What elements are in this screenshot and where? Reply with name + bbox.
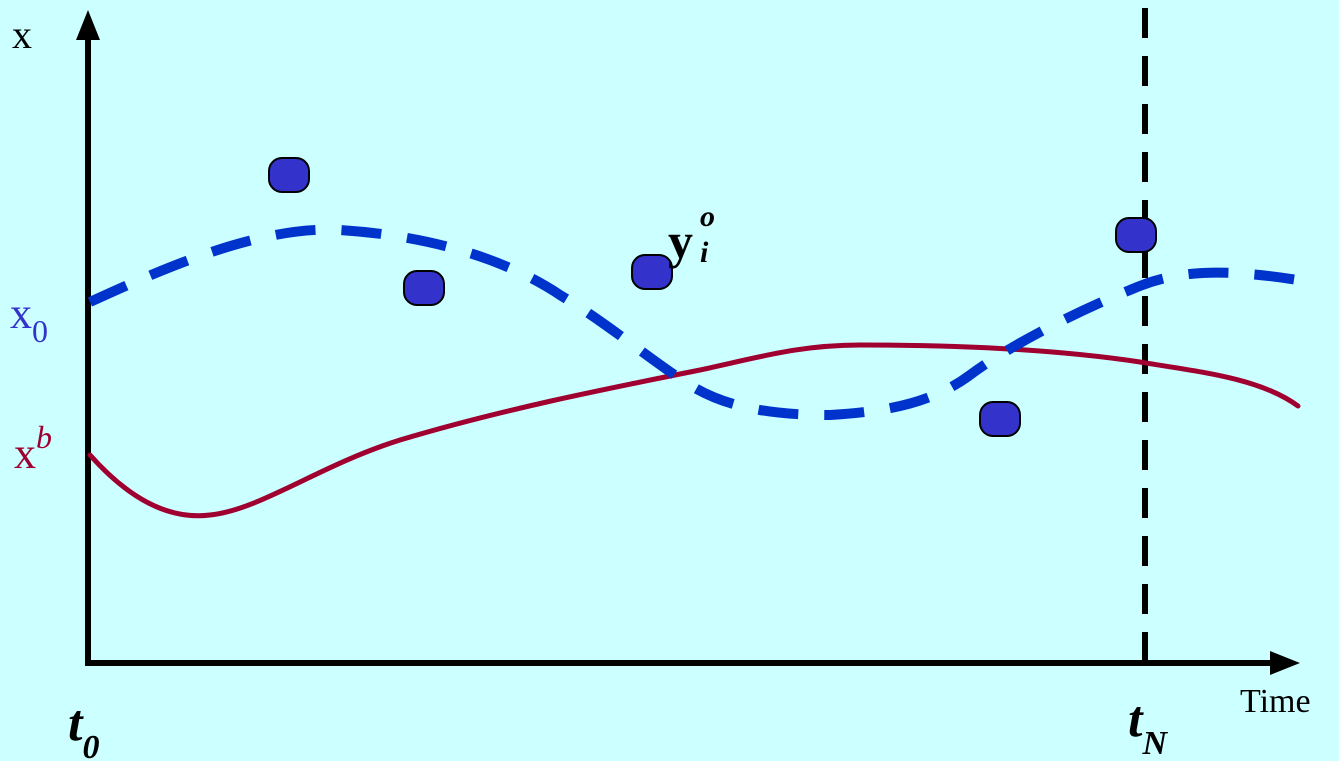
observation-point <box>979 401 1021 437</box>
x-axis-arrowhead <box>1270 651 1300 675</box>
observation-point <box>403 270 445 306</box>
observation-point <box>1115 217 1157 253</box>
axes <box>76 10 1300 675</box>
t0-label: t0 <box>68 695 99 761</box>
x-axis-label: Time <box>1240 683 1311 720</box>
tN-label: tN <box>1128 691 1168 761</box>
observation-point <box>631 254 673 290</box>
y-axis-arrowhead <box>76 10 100 40</box>
observations <box>268 157 1157 437</box>
y-axis-label: x <box>12 12 32 57</box>
background-trajectory <box>87 342 1301 519</box>
xb-label: xb <box>14 419 52 478</box>
x0-label: x0 <box>10 289 48 349</box>
observation-point <box>268 157 310 193</box>
analysis-trajectory <box>87 224 1299 421</box>
